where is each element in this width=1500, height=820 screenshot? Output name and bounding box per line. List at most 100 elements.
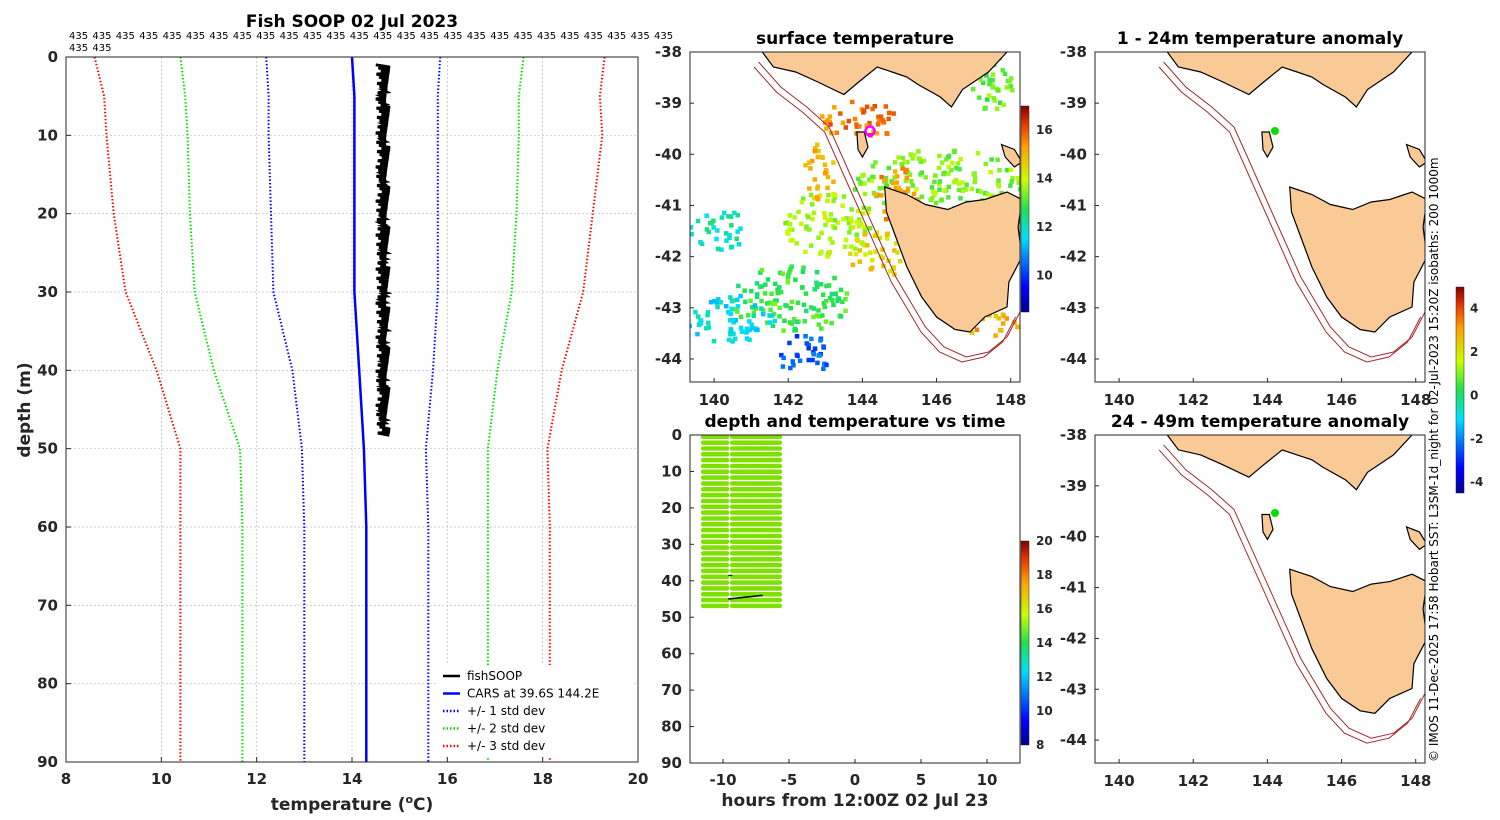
sst-cell — [801, 302, 807, 308]
sst-cell — [859, 221, 864, 226]
sst-cell — [870, 258, 875, 263]
anomaly-colorbar — [1455, 286, 1465, 494]
sample-count-label: 435 — [139, 31, 158, 42]
sst-cell — [704, 213, 709, 218]
y-tick-label: -38 — [1060, 43, 1087, 61]
sst-cell — [788, 365, 793, 371]
sst-cell — [862, 191, 868, 197]
sample-count-label: 435 — [467, 31, 486, 42]
sst-cell — [810, 357, 815, 363]
sst-cell — [822, 162, 828, 167]
sst-cell — [690, 231, 694, 237]
sst-cell — [781, 328, 786, 333]
sample-count-label: 435 — [209, 31, 228, 42]
sst-cell — [828, 122, 833, 127]
sst-cell — [797, 358, 803, 363]
sst-cell — [882, 209, 887, 214]
sst-cell — [894, 241, 899, 246]
sst-cell — [822, 304, 827, 310]
sst-cell — [863, 252, 868, 257]
sst-cell — [919, 194, 924, 199]
cast-point — [777, 435, 783, 440]
sst-cell — [806, 160, 812, 165]
sst-cell — [767, 300, 772, 305]
sst-cell — [852, 187, 858, 192]
sst-cell — [754, 327, 759, 333]
sst-cell — [869, 178, 875, 184]
sst-cell — [996, 184, 1001, 189]
cast-point — [724, 592, 730, 597]
sst-cell — [824, 283, 829, 289]
sst-cell — [958, 156, 963, 162]
sst-cell — [809, 158, 815, 164]
sst-cell — [759, 298, 764, 304]
sst-cell — [894, 180, 900, 185]
sst-cell — [739, 329, 745, 334]
sst-cell — [733, 318, 738, 323]
sst-cell — [949, 167, 954, 173]
cast-point — [724, 586, 730, 591]
sst-cell — [706, 229, 711, 235]
sst-cell — [811, 352, 816, 357]
sst-cell — [884, 216, 889, 222]
sst-cell — [990, 72, 996, 77]
sst-cell — [749, 322, 754, 327]
sst-cell — [719, 247, 724, 252]
sst-cell — [880, 118, 885, 123]
sst-cell — [726, 337, 732, 343]
sst-cell — [819, 154, 824, 160]
sst-cell — [742, 288, 747, 293]
sample-count-label: 435 — [303, 31, 322, 42]
sst-cell — [838, 287, 844, 293]
sst-cell — [895, 250, 900, 255]
sst-cell — [885, 231, 890, 236]
sst-cell — [729, 223, 734, 228]
cast-point — [777, 504, 783, 510]
sst-cell — [799, 221, 804, 227]
sample-count-label: 435 — [560, 31, 579, 42]
sst-cell — [781, 355, 786, 361]
sst-cell — [806, 346, 811, 351]
sst-cell — [856, 176, 861, 182]
y-tick-label: -40 — [655, 145, 682, 163]
cast-point — [777, 603, 783, 609]
sst-cell — [809, 336, 814, 342]
y-tick-label: 90 — [661, 754, 682, 772]
y-tick-label: 70 — [661, 681, 682, 699]
isobath-200 — [1163, 444, 1425, 739]
sst-cell — [850, 262, 856, 267]
sst-cell — [857, 124, 862, 129]
x-tick-label: 148 — [995, 391, 1026, 409]
sst-cell — [719, 215, 725, 220]
sample-count-label: 435 — [256, 31, 275, 42]
sample-count-label: 435 — [116, 31, 135, 42]
sst-cell — [818, 338, 823, 343]
sst-cell — [903, 190, 908, 195]
sst-cell — [1008, 183, 1013, 188]
sst-cell — [998, 328, 1004, 333]
cast-point — [777, 533, 783, 539]
sst-cell — [986, 93, 992, 98]
sst-cell — [892, 175, 897, 180]
sst-cell — [772, 301, 778, 306]
sst-cell — [810, 216, 815, 222]
sst-cell — [807, 186, 812, 191]
sst-cell — [800, 196, 806, 201]
sample-count-label: 435 — [397, 31, 416, 42]
sst-cell — [716, 297, 721, 302]
sst-cell — [785, 280, 790, 285]
cast-point — [724, 527, 730, 533]
x-tick-label: 10 — [151, 770, 172, 788]
sst-cell — [847, 230, 852, 235]
sst-colorbar — [1020, 105, 1030, 313]
sst-cell — [765, 277, 771, 282]
sst-cell — [838, 314, 844, 319]
colorbar-tick-label: 16 — [1036, 123, 1053, 137]
sst-cell — [885, 131, 890, 136]
sst-cell — [815, 142, 820, 147]
series-cars — [350, 56, 368, 762]
sst-cell — [783, 221, 788, 226]
sst-cell — [764, 301, 770, 306]
sst-cell — [823, 171, 828, 176]
profile-title: Fish SOOP 02 Jul 2023 — [246, 12, 458, 32]
